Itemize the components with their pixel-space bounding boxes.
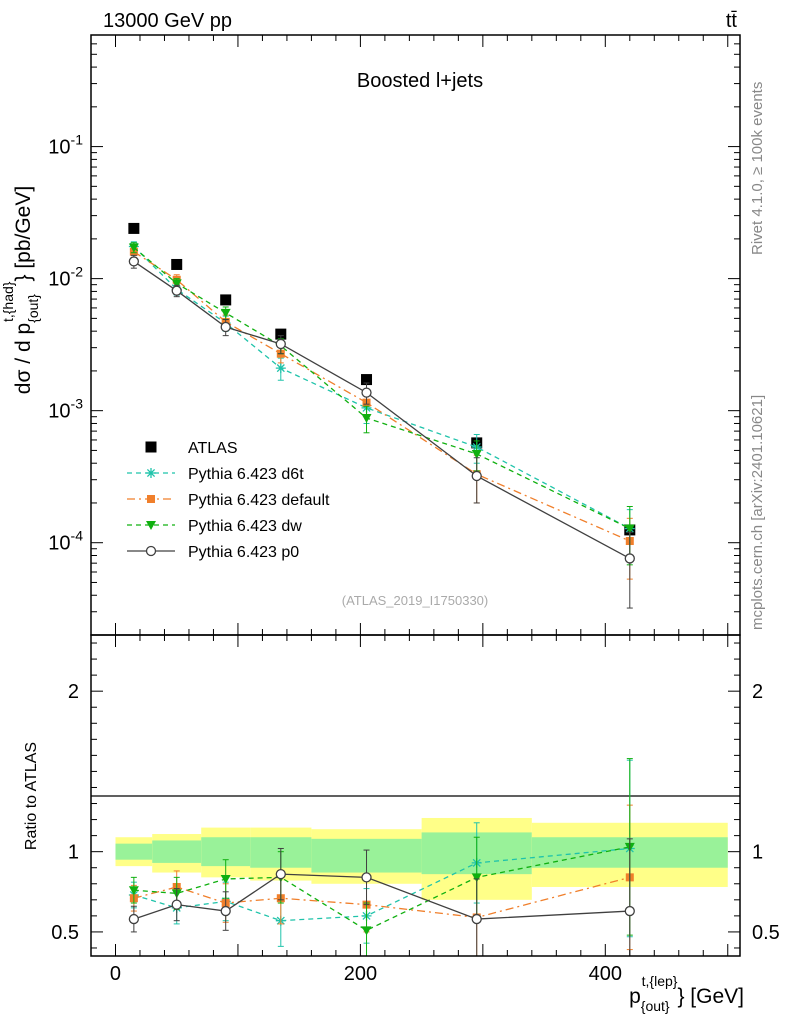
ratio-data-point bbox=[220, 874, 231, 884]
main-series-line bbox=[133, 246, 631, 530]
x-tick-label: 200 bbox=[344, 963, 377, 985]
legend-entry-3: Pythia 6.423 dw bbox=[127, 518, 302, 535]
main-y-tick-label: 10-4 bbox=[48, 528, 83, 555]
legend-marker bbox=[146, 521, 156, 530]
ratio-data-point bbox=[624, 905, 635, 917]
main-y-axis-label-text: dσ / d p{out}t,{had}} [pb/GeV] bbox=[0, 186, 41, 394]
main-data-point bbox=[275, 363, 286, 374]
main-series-0 bbox=[128, 222, 636, 536]
ratio-band-inner bbox=[152, 840, 202, 863]
legend-entry-2: Pythia 6.423 default bbox=[127, 492, 330, 509]
ratio-band-inner bbox=[115, 843, 153, 860]
main-data-point bbox=[220, 294, 232, 306]
ratio-data-point bbox=[128, 913, 140, 925]
main-title: Boosted l+jets bbox=[357, 70, 483, 92]
legend-entry-4: Pythia 6.423 p0 bbox=[127, 544, 299, 561]
ratio-data-point bbox=[471, 873, 482, 883]
legend-marker bbox=[147, 495, 155, 503]
x-axis-label: p{out}t,{lep}} [GeV] bbox=[629, 973, 744, 1014]
main-data-point bbox=[275, 328, 287, 340]
main-series-line bbox=[133, 247, 631, 530]
legend-label: ATLAS bbox=[188, 440, 238, 457]
x-tick-label: 400 bbox=[589, 963, 622, 985]
ratio-y-tick-label-left: 2 bbox=[68, 681, 79, 703]
ratio-data-point bbox=[171, 899, 182, 910]
main-data-point bbox=[624, 553, 635, 564]
main-data-point bbox=[220, 321, 231, 333]
main-data-point bbox=[361, 413, 372, 423]
main-series-line bbox=[133, 260, 631, 560]
ratio-series-3 bbox=[128, 838, 635, 957]
ratio-y-tick-label-left: 1 bbox=[68, 842, 79, 864]
legend-marker bbox=[146, 468, 156, 478]
x-tick-label: 0 bbox=[110, 963, 121, 985]
ratio-panel: 0.5 0.5 1 1 2 2 0 200 400 Ratio to ATLAS p{out}t… bbox=[23, 634, 780, 1014]
main-data-point bbox=[220, 308, 231, 318]
main-data-point bbox=[275, 338, 286, 350]
main-data-point bbox=[471, 470, 482, 482]
legend-label: Pythia 6.423 default bbox=[188, 492, 330, 509]
main-data-point bbox=[171, 285, 182, 296]
main-data-point bbox=[624, 524, 635, 534]
main-data-point bbox=[171, 279, 182, 289]
main-series bbox=[128, 222, 636, 609]
main-data-point bbox=[128, 256, 140, 267]
main-axis-ticks: 10-1 10-2 10-3 10-4 bbox=[48, 35, 740, 636]
legend-label: Pythia 6.423 d6t bbox=[188, 466, 304, 483]
legend-entry-0: ATLAS bbox=[145, 440, 238, 457]
legend-marker bbox=[145, 545, 157, 557]
source-label: mcplots.cern.ch [arXiv:2401.10621] bbox=[749, 395, 766, 630]
legend-label: Pythia 6.423 p0 bbox=[188, 544, 299, 561]
ratio-data-point bbox=[128, 886, 139, 896]
legend-entry-1: Pythia 6.423 d6t bbox=[127, 466, 304, 483]
main-y-tick-label: 10-3 bbox=[48, 396, 83, 423]
process-label: tt̄ bbox=[726, 10, 738, 32]
ratio-data-point bbox=[361, 926, 372, 936]
ratio-axis-ticks: 0.5 0.5 1 1 2 2 0 200 400 bbox=[51, 635, 780, 985]
main-data-point bbox=[471, 449, 482, 459]
ratio-data-point bbox=[220, 905, 231, 917]
legend-label: Pythia 6.423 dw bbox=[188, 518, 302, 535]
main-y-tick-label: 10-2 bbox=[48, 264, 83, 291]
legend: ATLAS Pythia 6.423 d6t Pythia 6.423 defaul… bbox=[127, 440, 330, 561]
legend-marker bbox=[145, 441, 157, 453]
ratio-y-axis-label: Ratio to ATLAS bbox=[23, 742, 40, 850]
ratio-series bbox=[128, 758, 635, 957]
main-data-point bbox=[128, 222, 140, 234]
main-data-point bbox=[361, 374, 373, 386]
ratio-data-point bbox=[275, 868, 286, 880]
ratio-data-point bbox=[361, 872, 372, 883]
ratio-y-tick-label-right: 0.5 bbox=[752, 922, 780, 944]
ratio-y-tick-label-left: 0.5 bbox=[51, 922, 79, 944]
analysis-tag: (ATLAS_2019_I1750330) bbox=[342, 593, 488, 608]
main-data-point bbox=[171, 258, 183, 270]
rivet-version-label: Rivet 4.1.0, ≥ 100k events bbox=[749, 82, 766, 255]
ratio-panel-frame bbox=[90, 634, 741, 957]
main-series-4 bbox=[128, 254, 635, 609]
main-data-point bbox=[128, 243, 139, 253]
main-y-axis-label: dσ / d p{out}t,{had}} [pb/GeV] bbox=[0, 186, 41, 394]
ratio-y-tick-label-right: 1 bbox=[752, 842, 763, 864]
main-y-tick-label: 10-1 bbox=[48, 132, 83, 159]
ratio-data-point bbox=[471, 913, 482, 925]
ratio-uncertainty-bands bbox=[115, 817, 728, 900]
energy-label: 13000 GeV pp bbox=[103, 10, 232, 32]
main-data-point bbox=[361, 387, 372, 398]
ratio-y-tick-label-right: 2 bbox=[752, 681, 763, 703]
main-panel: 10-1 10-2 10-3 10-4 Boosted l+jets (ATLAS_2… bbox=[0, 34, 741, 636]
